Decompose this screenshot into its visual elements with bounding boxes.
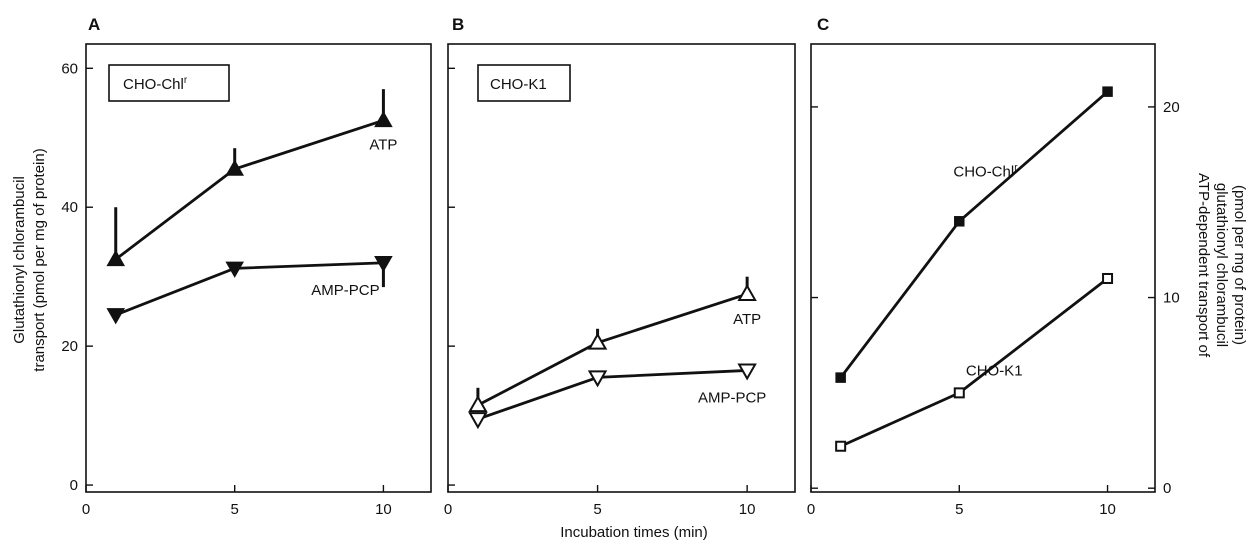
panel-b-series-label: AMP-PCP — [698, 389, 766, 406]
panel-a-data-point — [106, 249, 126, 267]
panel-b-data-point — [468, 412, 488, 430]
panel-c-data-point — [953, 387, 965, 399]
panel-b-data-point — [737, 284, 757, 302]
panel-a-label-text: CHO-Chlr — [123, 75, 188, 93]
panel-c-x-tick-label: 0 — [807, 501, 815, 518]
panel-b-x-tick-label: 10 — [739, 501, 756, 518]
panel-c-data-point — [1102, 86, 1113, 97]
panel-c-series-1: CHO-K1 — [835, 272, 1114, 452]
panel-b-x-tick-label: 0 — [444, 501, 452, 518]
panel-b-letter: B — [452, 15, 464, 34]
panel-a-y-tick-label: 40 — [61, 199, 78, 216]
panel-a-y-tick-label: 60 — [61, 60, 78, 77]
panel-b-x-tick-label: 5 — [593, 501, 601, 518]
panel-c-y-tick-label: 10 — [1163, 290, 1180, 307]
panel-c-series-label: CHO-Chlr — [953, 163, 1018, 181]
panel-a-letter: A — [88, 15, 100, 34]
panel-b-series-0: ATP — [468, 276, 761, 413]
panel-c-series-0: CHO-Chlr — [835, 86, 1113, 383]
panel-a-x-tick-label: 10 — [375, 501, 392, 518]
panel-b-series-label: ATP — [733, 311, 761, 328]
panel-b-data-point — [587, 332, 608, 350]
panel-b-data-point — [587, 370, 608, 388]
panel-c-frame — [810, 43, 1156, 493]
panel-a-series-label: AMP-PCP — [311, 282, 379, 299]
right-y-axis-title-line1: ATP-dependent transport of — [1195, 173, 1212, 358]
panel-a-series-0: ATP — [106, 89, 397, 267]
panel-c-letter: C — [817, 15, 829, 34]
panel-b-series-1: AMP-PCP — [468, 363, 766, 430]
panel-c-y-tick-label: 20 — [1163, 99, 1180, 116]
panel-c-series-label: CHO-K1 — [966, 362, 1023, 379]
panel-a-data-point — [374, 110, 393, 128]
panel-a-data-point — [106, 308, 126, 325]
panel-a-y-tick-label: 20 — [61, 338, 78, 355]
panel-c-series-line — [839, 90, 1109, 379]
panel-b-data-point — [737, 363, 757, 381]
panel-c-data-point — [954, 216, 965, 227]
panel-b-label-text: CHO-K1 — [490, 76, 547, 93]
panel-c: C 0 5 10 0 10 20 CHO-Chlr CHO-K1 — [807, 15, 1180, 518]
panel-a-data-point — [225, 261, 244, 278]
x-axis-title: Incubation times (min) — [560, 524, 708, 541]
panel-c-data-point — [835, 372, 846, 383]
panel-a-series-1: AMP-PCP — [106, 256, 393, 325]
panel-b-label-box — [477, 64, 571, 102]
panel-a-series-line — [114, 119, 384, 261]
panel-a-y-tick-label: 0 — [70, 477, 78, 494]
panel-c-x-tick-label: 5 — [955, 501, 963, 518]
panel-a-data-point — [374, 256, 393, 273]
panels: A 0 5 10 0 20 40 60 CHO-Chlr ATP AMP-PCP B 0 5 10 CHO-K… — [61, 15, 1179, 518]
panel-a-x-tick-label: 0 — [82, 501, 90, 518]
left-y-axis-title-line2: transport (pmol per mg of protein) — [31, 148, 48, 371]
panel-a-frame — [85, 43, 432, 493]
panel-b-frame — [447, 43, 796, 493]
panel-a-label-box — [108, 64, 230, 102]
panel-a-x-tick-label: 5 — [231, 501, 239, 518]
panel-a-data-point — [225, 159, 244, 176]
panel-b-data-point — [468, 395, 488, 413]
panel-c-y-tick-label: 0 — [1163, 480, 1171, 497]
right-y-axis-title-line2: glutathionyl chlorambucil — [1213, 183, 1230, 347]
panel-b: B 0 5 10 CHO-K1 ATP AMP-PCP — [444, 15, 796, 518]
right-y-axis-title-line3: (pmol per mg of protein) — [1231, 185, 1248, 345]
panel-a: A 0 5 10 0 20 40 60 CHO-Chlr ATP AMP-PCP — [61, 15, 432, 518]
panel-c-data-point — [835, 440, 847, 452]
panel-a-series-label: ATP — [369, 136, 397, 153]
panel-c-x-tick-label: 10 — [1099, 501, 1116, 518]
panel-c-data-point — [1102, 272, 1114, 284]
left-y-axis-title-line1: Glutathionyl chlorambucil — [11, 176, 28, 344]
